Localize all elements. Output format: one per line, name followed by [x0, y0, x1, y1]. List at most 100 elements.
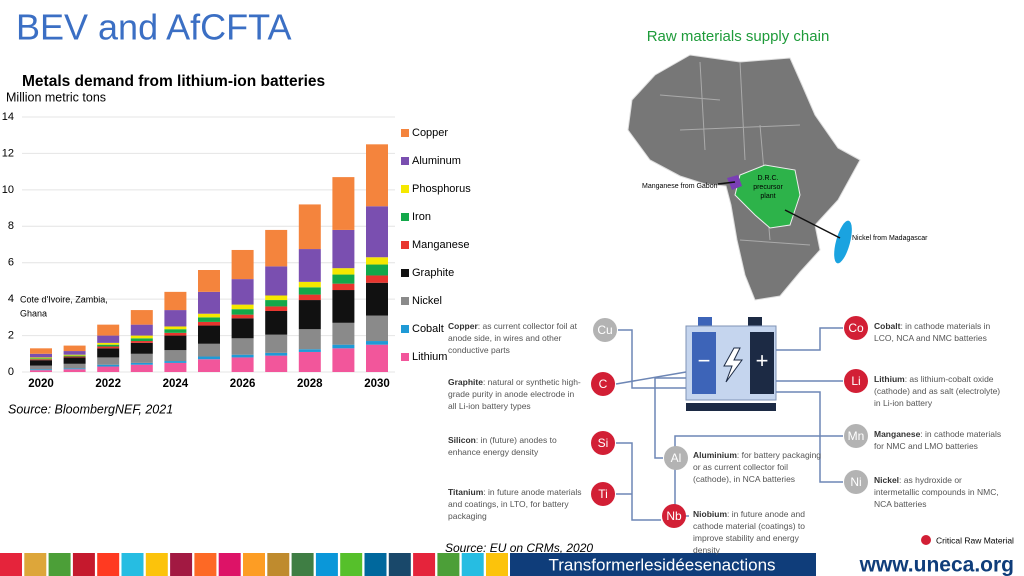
bar-segment: [164, 326, 187, 330]
critical-legend-dot: [921, 535, 931, 545]
bar-segment: [130, 341, 153, 343]
bar-segment: [298, 349, 321, 352]
bar-segment: [130, 364, 153, 372]
bar-segment: [130, 362, 153, 365]
bar-segment: [366, 344, 388, 372]
sdg-tile: [218, 553, 241, 576]
element-circle: [662, 504, 686, 528]
legend-label: Lithium: [412, 351, 447, 363]
connector: [776, 327, 843, 351]
bar-segment: [30, 348, 52, 354]
element-name: Copper: [448, 321, 478, 331]
bar-segment: [332, 268, 355, 275]
bar-segment: [298, 351, 321, 372]
bar-segment: [198, 356, 220, 360]
legend-label: Copper: [412, 127, 448, 139]
map-borders: [659, 61, 811, 246]
bar-segment: [63, 363, 86, 369]
bar-segment: [231, 249, 254, 280]
bar-segment: [198, 321, 220, 326]
map-label: Nickel from Madagascar: [852, 235, 928, 242]
bar-segment: [265, 355, 288, 372]
bar-segment: [164, 361, 187, 363]
element-symbol: Co: [848, 321, 864, 335]
sdg-tile: [72, 553, 95, 576]
bar-segment: [265, 295, 288, 301]
legend-swatch: [401, 129, 409, 137]
element-name: Nickel: [874, 475, 900, 485]
bar-segment: [97, 342, 120, 345]
y-tick-label: 14: [2, 111, 14, 123]
bar-segment: [265, 300, 288, 307]
bar-segment: [231, 318, 254, 339]
bar-segment: [366, 257, 388, 265]
bar-segment: [265, 266, 288, 296]
x-tick-label: 2024: [163, 378, 189, 390]
connector: [616, 442, 661, 521]
bar-segment: [130, 324, 153, 336]
chart-annotation: Ghana: [20, 308, 47, 318]
x-tick-label: 2022: [95, 378, 121, 390]
y-tick-label: 6: [8, 257, 14, 269]
battery-anode: [692, 332, 716, 394]
bar-segment: [30, 357, 52, 359]
bar-segment: [30, 370, 52, 372]
sdg-tile: [243, 553, 265, 576]
bar-segment: [265, 310, 288, 335]
y-axis-label: Million metric tons: [6, 90, 106, 104]
sdg-tile: [413, 553, 436, 576]
bar-segment: [298, 300, 321, 330]
element-circle: [844, 424, 868, 448]
legend-label: Aluminum: [412, 155, 461, 167]
map-title: Raw materials supply chain: [647, 28, 830, 45]
bar-segment: [164, 310, 187, 327]
element-symbol: Nb: [666, 509, 682, 523]
legend-label: Phosphorus: [412, 183, 471, 195]
element-text: : in future anode materials and coatings…: [448, 487, 582, 521]
bar-segment: [130, 338, 153, 342]
element-name: Cobalt: [874, 321, 901, 331]
drc-region: [734, 164, 801, 229]
element-description: Niobium: in future anode and cathode mat…: [693, 508, 828, 556]
bar-segment: [332, 229, 355, 269]
x-tick-label: 2030: [364, 378, 390, 390]
x-tick-label: 2020: [28, 378, 54, 390]
element-description: Nickel: as hydroxide or intermetallic co…: [874, 474, 1009, 510]
bar-segment: [164, 335, 187, 351]
bar-segment: [366, 341, 388, 345]
sdg-tile: [340, 553, 363, 576]
bar-segment: [30, 369, 52, 371]
element-circle: [591, 482, 615, 506]
element-circle: [844, 470, 868, 494]
element-symbol: C: [599, 377, 608, 391]
bar-segment: [231, 357, 254, 372]
element-description: Manganese: in cathode materials for NMC …: [874, 428, 1009, 452]
legend-label: Manganese: [412, 239, 470, 251]
battery-base: [686, 403, 776, 411]
bar-segment: [366, 282, 388, 316]
bar-segment: [332, 274, 355, 284]
legend-label: Nickel: [412, 295, 442, 307]
bar-segment: [63, 354, 86, 356]
bar-segment: [332, 283, 355, 291]
element-symbol: Cu: [597, 323, 612, 337]
element-symbol: Ti: [598, 487, 608, 501]
bar-segment: [198, 317, 220, 322]
bar-segment: [30, 359, 52, 361]
legend-swatch: [401, 185, 409, 193]
bar-segment: [198, 359, 220, 372]
bar-segment: [298, 281, 321, 288]
bar-segment: [298, 249, 321, 282]
connector: [654, 377, 686, 459]
legend-swatch: [401, 269, 409, 277]
diagram-source: Source: EU on CRMs, 2020: [445, 541, 593, 555]
legend-swatch: [401, 241, 409, 249]
element-circle: [664, 446, 688, 470]
element-symbol: Ni: [850, 475, 861, 489]
bar-segment: [298, 287, 321, 295]
legend-label: Graphite: [412, 267, 454, 279]
element-name: Graphite: [448, 377, 483, 387]
bar-segment: [332, 177, 355, 230]
element-symbol: Li: [851, 374, 860, 388]
bar-segment: [366, 264, 388, 276]
